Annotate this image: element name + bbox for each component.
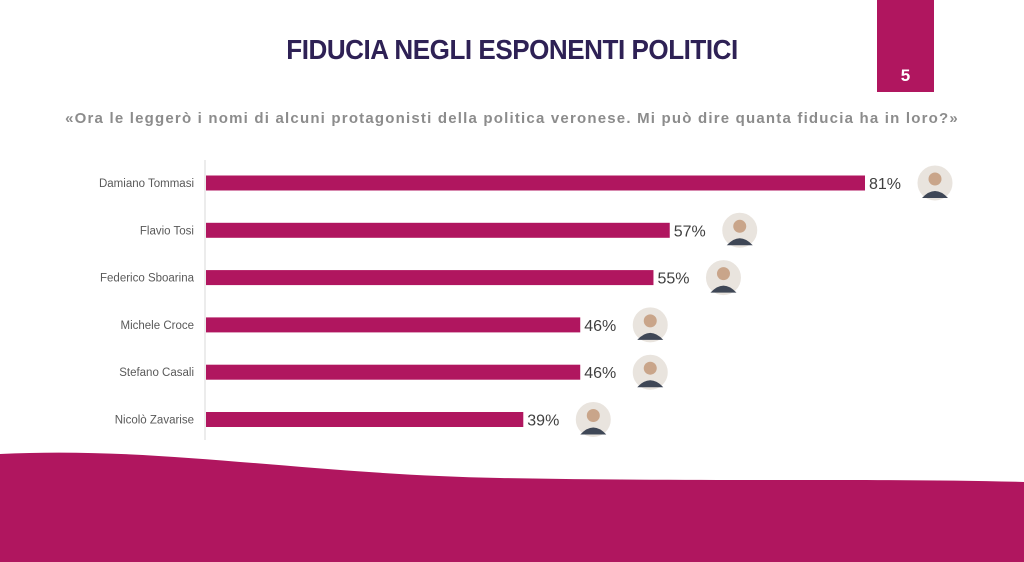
bar <box>206 412 524 427</box>
category-label: Flavio Tosi <box>140 225 194 237</box>
category-label: Michele Croce <box>121 320 195 332</box>
value-label: 57% <box>674 223 706 240</box>
value-label: 81% <box>869 176 901 193</box>
avatar-head <box>643 314 657 328</box>
avatar-photo-icon <box>721 211 759 249</box>
category-label: Damiano Tommasi <box>99 178 194 190</box>
avatar-photo-icon <box>631 306 669 344</box>
category-label: Federico Sboarina <box>100 273 195 285</box>
avatar-body <box>580 427 607 435</box>
avatar-head <box>586 409 600 422</box>
avatar-body <box>637 332 664 340</box>
footer-wave-shape <box>0 452 1024 562</box>
value-label: 46% <box>584 318 616 335</box>
decorative-wave-footer <box>0 452 1024 562</box>
avatar-photo-icon <box>916 164 954 202</box>
bar <box>206 222 670 238</box>
bar <box>206 175 865 191</box>
slide-title: FIDUCIA NEGLI ESPONENTI POLITICI <box>286 34 738 65</box>
bar <box>206 270 654 286</box>
avatar-head <box>716 267 730 281</box>
category-label: Stefano Casali <box>119 367 194 379</box>
avatar-body <box>710 285 737 293</box>
avatar-photo-icon <box>574 401 612 438</box>
value-label: 55% <box>657 271 689 288</box>
value-label: 39% <box>527 413 559 430</box>
chart-marks: Damiano Tommasi 81% Flavio Tosi 57% Federico… <box>99 164 954 438</box>
avatar-head <box>928 172 942 186</box>
avatar-body <box>726 238 753 246</box>
avatar-photo-icon <box>704 259 742 297</box>
avatar-photo-icon <box>631 353 669 391</box>
slide-subtitle: «Ora le leggerò i nomi di alcuni protago… <box>65 110 959 127</box>
bar <box>206 317 581 333</box>
avatar-head <box>643 361 657 375</box>
value-label: 46% <box>584 365 616 382</box>
avatar-body <box>637 380 664 388</box>
category-label: Nicolò Zavarise <box>115 415 194 427</box>
avatar-body <box>922 191 948 198</box>
page-number: 5 <box>900 66 911 85</box>
page-number-badge: 5 <box>877 0 934 92</box>
avatar-head <box>733 219 747 233</box>
bar <box>206 364 581 380</box>
